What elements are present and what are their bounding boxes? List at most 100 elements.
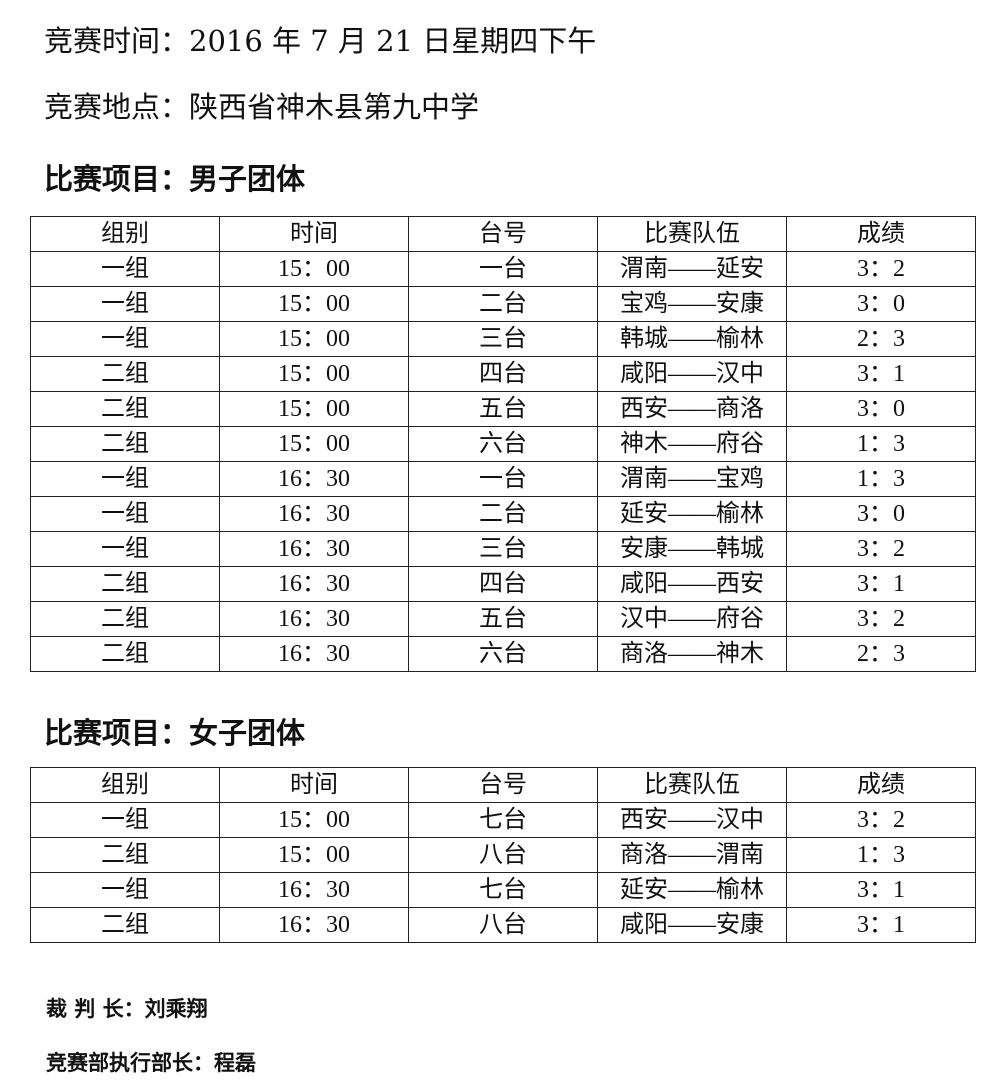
table-row: 一组 16：30 二台 延安——榆林 3：0 — [30, 496, 976, 532]
table-cell: 一组 — [30, 531, 220, 567]
chief-referee: 裁 判 长：刘乘翔 — [46, 997, 208, 1021]
table-cell: 16：30 — [219, 531, 409, 567]
table-row: 二组 16：30 四台 咸阳——西安 3：1 — [30, 566, 976, 602]
table-row: 二组 15：00 八台 商洛——渭南 1：3 — [30, 837, 976, 873]
table-cell: 四台 — [408, 566, 598, 602]
table-cell: 15：00 — [219, 356, 409, 392]
table-cell: 五台 — [408, 391, 598, 427]
table-cell: 延安——榆林 — [597, 872, 787, 908]
table-cell: 汉中——府谷 — [597, 601, 787, 637]
table-row: 一组 15：00 七台 西安——汉中 3：2 — [30, 802, 976, 838]
table-cell: 16：30 — [219, 566, 409, 602]
table-cell: 二台 — [408, 286, 598, 322]
table-cell: 六台 — [408, 426, 598, 462]
table-cell: 1：3 — [786, 461, 976, 497]
table-cell: 二组 — [30, 636, 220, 672]
table-row: 一组 15：00 三台 韩城——榆林 2：3 — [30, 321, 976, 357]
table-cell: 15：00 — [219, 391, 409, 427]
men-team-title: 比赛项目：男子团体 — [44, 162, 306, 196]
table-cell: 3：0 — [786, 391, 976, 427]
women-results-table: 组别 时间 台号 比赛队伍 成绩 一组 15：00 七台 西安——汉中 3：2 二组 15：00 八台商… — [30, 767, 976, 943]
table-cell: 三台 — [408, 531, 598, 567]
competition-venue: 竞赛地点：陕西省神木县第九中学 — [44, 90, 480, 124]
table-cell: 二台 — [408, 496, 598, 532]
table-row: 一组 16：30 一台 渭南——宝鸡 1：3 — [30, 461, 976, 497]
table-cell: 3：2 — [786, 802, 976, 838]
column-header: 组别 — [30, 767, 220, 803]
table-cell: 2：3 — [786, 321, 976, 357]
table-row: 二组 16：30 六台 商洛——神木 2：3 — [30, 636, 976, 672]
table-cell: 二组 — [30, 426, 220, 462]
table-cell: 三台 — [408, 321, 598, 357]
column-header: 时间 — [219, 216, 409, 252]
table-header-row: 组别 时间 台号 比赛队伍 成绩 — [30, 216, 976, 252]
table-cell: 二组 — [30, 566, 220, 602]
table-cell: 西安——商洛 — [597, 391, 787, 427]
table-cell: 3：2 — [786, 601, 976, 637]
table-row: 二组 15：00 四台 咸阳——汉中 3：1 — [30, 356, 976, 392]
table-cell: 八台 — [408, 907, 598, 943]
table-cell: 16：30 — [219, 636, 409, 672]
table-cell: 16：30 — [219, 872, 409, 908]
table-cell: 二组 — [30, 601, 220, 637]
table-cell: 商洛——渭南 — [597, 837, 787, 873]
table-cell: 16：30 — [219, 907, 409, 943]
table-cell: 二组 — [30, 907, 220, 943]
column-header: 比赛队伍 — [597, 216, 787, 252]
table-cell: 3：0 — [786, 286, 976, 322]
table-cell: 七台 — [408, 872, 598, 908]
table-row: 一组 16：30 三台 安康——韩城 3：2 — [30, 531, 976, 567]
table-cell: 一台 — [408, 251, 598, 287]
column-header: 比赛队伍 — [597, 767, 787, 803]
table-cell: 七台 — [408, 802, 598, 838]
women-team-title: 比赛项目：女子团体 — [44, 716, 306, 750]
column-header: 成绩 — [786, 767, 976, 803]
table-cell: 1：3 — [786, 837, 976, 873]
table-cell: 渭南——延安 — [597, 251, 787, 287]
table-cell: 一组 — [30, 802, 220, 838]
table-cell: 一组 — [30, 496, 220, 532]
table-row: 一组 16：30 七台 延安——榆林 3：1 — [30, 872, 976, 908]
table-cell: 安康——韩城 — [597, 531, 787, 567]
table-cell: 一组 — [30, 321, 220, 357]
table-cell: 八台 — [408, 837, 598, 873]
table-cell: 韩城——榆林 — [597, 321, 787, 357]
table-cell: 15：00 — [219, 426, 409, 462]
table-cell: 15：00 — [219, 837, 409, 873]
table-cell: 16：30 — [219, 601, 409, 637]
table-row: 二组 16：30 八台 咸阳——安康 3：1 — [30, 907, 976, 943]
table-cell: 1：3 — [786, 426, 976, 462]
table-cell: 咸阳——汉中 — [597, 356, 787, 392]
table-cell: 六台 — [408, 636, 598, 672]
table-cell: 延安——榆林 — [597, 496, 787, 532]
table-cell: 咸阳——西安 — [597, 566, 787, 602]
table-row: 一组 15：00 二台 宝鸡——安康 3：0 — [30, 286, 976, 322]
table-cell: 3：0 — [786, 496, 976, 532]
table-cell: 3：1 — [786, 566, 976, 602]
table-cell: 3：2 — [786, 531, 976, 567]
table-cell: 西安——汉中 — [597, 802, 787, 838]
table-cell: 3：2 — [786, 251, 976, 287]
table-cell: 渭南——宝鸡 — [597, 461, 787, 497]
table-cell: 五台 — [408, 601, 598, 637]
table-header-row: 组别 时间 台号 比赛队伍 成绩 — [30, 767, 976, 803]
table-cell: 2：3 — [786, 636, 976, 672]
table-cell: 一组 — [30, 872, 220, 908]
table-cell: 16：30 — [219, 461, 409, 497]
table-cell: 3：1 — [786, 356, 976, 392]
table-cell: 一组 — [30, 461, 220, 497]
table-cell: 神木——府谷 — [597, 426, 787, 462]
table-cell: 一组 — [30, 286, 220, 322]
column-header: 台号 — [408, 767, 598, 803]
column-header: 时间 — [219, 767, 409, 803]
table-cell: 15：00 — [219, 802, 409, 838]
table-cell: 15：00 — [219, 286, 409, 322]
column-header: 成绩 — [786, 216, 976, 252]
table-cell: 四台 — [408, 356, 598, 392]
men-results-table: 组别 时间 台号 比赛队伍 成绩 一组 15：00 一台 渭南——延安 3：2 一组 15：00 二台宝… — [30, 216, 976, 672]
competition-time: 竞赛时间：2016 年 7 月 21 日星期四下午 — [44, 24, 597, 58]
table-cell: 商洛——神木 — [597, 636, 787, 672]
table-cell: 二组 — [30, 391, 220, 427]
column-header: 台号 — [408, 216, 598, 252]
table-row: 二组 15：00 六台 神木——府谷 1：3 — [30, 426, 976, 462]
